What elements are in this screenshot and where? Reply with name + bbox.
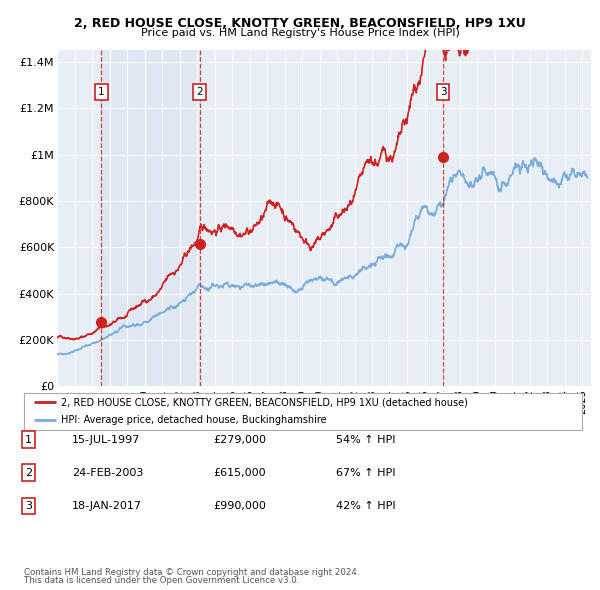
Text: 42% ↑ HPI: 42% ↑ HPI bbox=[336, 501, 395, 510]
Text: 67% ↑ HPI: 67% ↑ HPI bbox=[336, 468, 395, 477]
Text: £615,000: £615,000 bbox=[213, 468, 266, 477]
Text: 2: 2 bbox=[196, 87, 203, 97]
Text: 3: 3 bbox=[25, 501, 32, 510]
Text: £990,000: £990,000 bbox=[213, 501, 266, 510]
Bar bbox=[101, 50, 200, 386]
Text: Contains HM Land Registry data © Crown copyright and database right 2024.: Contains HM Land Registry data © Crown c… bbox=[24, 568, 359, 577]
Text: 24-FEB-2003: 24-FEB-2003 bbox=[72, 468, 143, 477]
Text: 2, RED HOUSE CLOSE, KNOTTY GREEN, BEACONSFIELD, HP9 1XU: 2, RED HOUSE CLOSE, KNOTTY GREEN, BEACON… bbox=[74, 17, 526, 30]
Text: Price paid vs. HM Land Registry's House Price Index (HPI): Price paid vs. HM Land Registry's House … bbox=[140, 28, 460, 38]
Text: 18-JAN-2017: 18-JAN-2017 bbox=[72, 501, 142, 510]
Text: HPI: Average price, detached house, Buckinghamshire: HPI: Average price, detached house, Buck… bbox=[61, 415, 326, 425]
Text: 15-JUL-1997: 15-JUL-1997 bbox=[72, 435, 140, 444]
Text: This data is licensed under the Open Government Licence v3.0.: This data is licensed under the Open Gov… bbox=[24, 576, 299, 585]
Text: 2, RED HOUSE CLOSE, KNOTTY GREEN, BEACONSFIELD, HP9 1XU (detached house): 2, RED HOUSE CLOSE, KNOTTY GREEN, BEACON… bbox=[61, 397, 468, 407]
Text: 1: 1 bbox=[98, 87, 105, 97]
Text: 1: 1 bbox=[25, 435, 32, 444]
Text: 54% ↑ HPI: 54% ↑ HPI bbox=[336, 435, 395, 444]
Text: 2: 2 bbox=[25, 468, 32, 477]
Text: £279,000: £279,000 bbox=[213, 435, 266, 444]
Text: 3: 3 bbox=[440, 87, 446, 97]
